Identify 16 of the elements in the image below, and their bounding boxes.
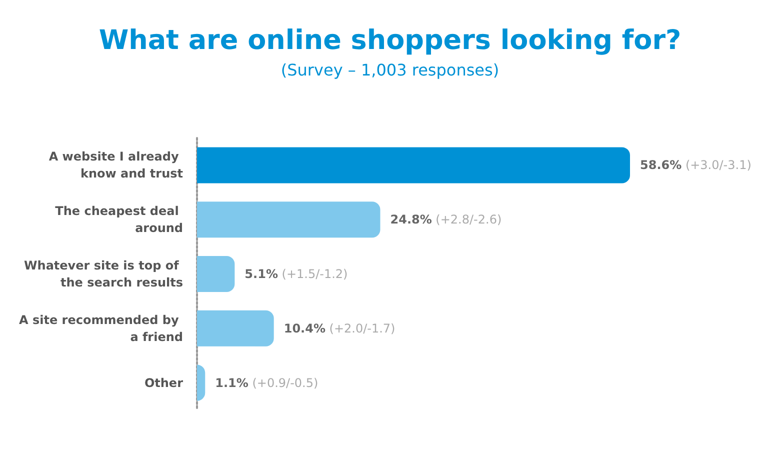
y-tick-label: A website I already know and trust — [48, 150, 184, 181]
data-label: 58.6% (+3.0/-3.1) — [640, 158, 752, 172]
data-label: 24.8% (+2.8/-2.6) — [390, 212, 502, 227]
bar — [197, 147, 630, 184]
data-label: 10.4% (+2.0/-1.7) — [284, 321, 396, 336]
y-tick-label: Whatever site is top of the search results — [24, 258, 183, 290]
data-label: 1.1% (+0.9/-0.5) — [215, 376, 318, 390]
data-label: 5.1% (+1.5/-1.2) — [244, 267, 348, 281]
bar — [197, 202, 380, 238]
y-tick-label: The cheapest deal around — [55, 204, 183, 236]
y-tick-label: A site recommended by a friend — [19, 312, 183, 344]
bar — [197, 310, 274, 346]
chart-subtitle: (Survey – 1,003 responses) — [280, 60, 500, 80]
y-tick-label: Other — [144, 376, 184, 390]
chart-title: What are online shoppers looking for? — [98, 25, 682, 56]
bar — [197, 256, 235, 292]
